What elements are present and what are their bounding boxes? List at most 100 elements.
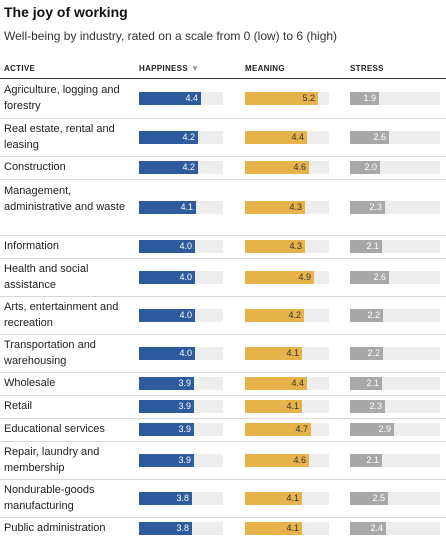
industry-label: Nondurable-goods manufacturing bbox=[4, 484, 95, 512]
table-row: Educational services 3.9 4.7 2.9 bbox=[0, 418, 446, 442]
chart-title: The joy of working bbox=[4, 4, 128, 20]
happiness-bar: 4.0 bbox=[139, 309, 195, 322]
stress-bar-track: 2.0 bbox=[350, 161, 440, 174]
happiness-value-label: 3.9 bbox=[178, 424, 191, 434]
meaning-bar-track: 4.1 bbox=[245, 400, 329, 413]
meaning-bar: 5.2 bbox=[245, 92, 318, 105]
table-row: Arts, entertainment and recreation 4.0 4.2… bbox=[0, 296, 446, 335]
happiness-bar: 4.0 bbox=[139, 271, 195, 284]
stress-bar: 2.3 bbox=[350, 201, 385, 214]
meaning-value-label: 4.1 bbox=[286, 348, 299, 358]
happiness-bar: 3.9 bbox=[139, 400, 194, 413]
happiness-bar-track: 3.8 bbox=[139, 522, 223, 535]
meaning-bar-track: 4.1 bbox=[245, 522, 329, 535]
meaning-bar-track: 4.3 bbox=[245, 201, 329, 214]
stress-bar-track: 2.1 bbox=[350, 377, 440, 390]
happiness-bar-track: 4.2 bbox=[139, 161, 223, 174]
chart-subtitle: Well-being by industry, rated on a scale… bbox=[4, 29, 338, 43]
meaning-column-header[interactable]: MEANING bbox=[245, 64, 285, 73]
industry-label: Health and social assistance bbox=[4, 263, 89, 291]
meaning-value-label: 4.7 bbox=[295, 424, 308, 434]
stress-bar: 2.0 bbox=[350, 161, 380, 174]
stress-bar: 2.6 bbox=[350, 131, 389, 144]
stress-value-label: 2.4 bbox=[370, 523, 383, 533]
meaning-bar-track: 4.4 bbox=[245, 377, 329, 390]
stress-bar-track: 2.2 bbox=[350, 347, 440, 360]
happiness-bar: 4.0 bbox=[139, 347, 195, 360]
meaning-value-label: 4.2 bbox=[288, 310, 301, 320]
table-row: Agriculture, logging and forestry 4.4 5.2 1… bbox=[0, 79, 446, 119]
industry-label: Real estate, rental and leasing bbox=[4, 123, 115, 151]
industry-label: Information bbox=[4, 240, 60, 252]
meaning-value-label: 4.4 bbox=[291, 378, 304, 388]
stress-value-label: 2.3 bbox=[369, 202, 382, 212]
happiness-value-label: 3.9 bbox=[178, 455, 191, 465]
happiness-value-label: 3.9 bbox=[178, 401, 191, 411]
stress-value-label: 2.0 bbox=[364, 162, 377, 172]
stress-bar-track: 2.2 bbox=[350, 309, 440, 322]
stress-bar: 2.2 bbox=[350, 347, 383, 360]
meaning-bar: 4.6 bbox=[245, 161, 309, 174]
happiness-bar-track: 4.0 bbox=[139, 271, 223, 284]
stress-bar: 2.3 bbox=[350, 400, 385, 413]
stress-value-label: 2.3 bbox=[369, 401, 382, 411]
table-row: Health and social assistance 4.0 4.9 2.6 bbox=[0, 258, 446, 297]
happiness-value-label: 4.1 bbox=[180, 202, 193, 212]
stress-bar-track: 2.9 bbox=[350, 423, 440, 436]
stress-bar-track: 2.4 bbox=[350, 522, 440, 535]
stress-bar: 2.9 bbox=[350, 423, 394, 436]
stress-value-label: 1.9 bbox=[363, 93, 376, 103]
stress-value-label: 2.1 bbox=[366, 378, 379, 388]
meaning-bar-track: 4.3 bbox=[245, 240, 329, 253]
industry-label: Educational services bbox=[4, 423, 105, 435]
stress-bar: 2.1 bbox=[350, 240, 382, 253]
happiness-value-label: 4.0 bbox=[179, 348, 192, 358]
stress-bar-track: 2.3 bbox=[350, 400, 440, 413]
meaning-bar: 4.6 bbox=[245, 454, 309, 467]
happiness-bar-track: 4.0 bbox=[139, 309, 223, 322]
happiness-column-header[interactable]: HAPPINESS ▼ bbox=[139, 64, 199, 73]
meaning-value-label: 4.1 bbox=[286, 401, 299, 411]
industry-label: Transportation and warehousing bbox=[4, 339, 96, 367]
table-row: Repair, laundry and membership 3.9 4.6 2.1 bbox=[0, 441, 446, 480]
meaning-value-label: 4.1 bbox=[286, 493, 299, 503]
table-row: Nondurable-goods manufacturing 3.8 4.1 2.5 bbox=[0, 479, 446, 518]
stress-value-label: 2.1 bbox=[366, 455, 379, 465]
stress-bar-track: 2.3 bbox=[350, 201, 440, 214]
stress-bar-track: 2.5 bbox=[350, 492, 440, 505]
sort-descending-icon: ▼ bbox=[190, 64, 200, 73]
table-row: Management, administrative and waste 4.1 4… bbox=[0, 179, 446, 236]
table-row: Information 4.0 4.3 2.1 bbox=[0, 235, 446, 259]
stress-value-label: 2.1 bbox=[366, 241, 379, 251]
happiness-value-label: 4.2 bbox=[182, 132, 195, 142]
meaning-bar: 4.4 bbox=[245, 131, 307, 144]
stress-bar-track: 1.9 bbox=[350, 92, 440, 105]
industry-label: Wholesale bbox=[4, 377, 56, 389]
happiness-value-label: 3.8 bbox=[176, 493, 189, 503]
table-header: ACTIVE HAPPINESS ▼ MEANING STRESS bbox=[0, 58, 446, 79]
industry-label: Retail bbox=[4, 400, 33, 412]
stress-bar-track: 2.6 bbox=[350, 131, 440, 144]
happiness-bar: 3.9 bbox=[139, 423, 194, 436]
meaning-bar-track: 4.6 bbox=[245, 161, 329, 174]
meaning-bar: 4.1 bbox=[245, 492, 302, 505]
meaning-value-label: 4.6 bbox=[293, 162, 306, 172]
industry-label: Repair, laundry and membership bbox=[4, 446, 100, 474]
meaning-bar-track: 4.1 bbox=[245, 347, 329, 360]
meaning-value-label: 4.3 bbox=[289, 241, 302, 251]
happiness-value-label: 3.8 bbox=[176, 523, 189, 533]
meaning-bar-track: 5.2 bbox=[245, 92, 329, 105]
happiness-value-label: 4.0 bbox=[179, 272, 192, 282]
happiness-value-label: 4.0 bbox=[179, 310, 192, 320]
meaning-bar-track: 4.9 bbox=[245, 271, 329, 284]
happiness-bar-track: 3.9 bbox=[139, 454, 223, 467]
happiness-bar-track: 4.0 bbox=[139, 347, 223, 360]
happiness-bar: 3.8 bbox=[139, 492, 192, 505]
stress-column-header[interactable]: STRESS bbox=[350, 64, 384, 73]
meaning-bar: 4.9 bbox=[245, 271, 314, 284]
happiness-bar-track: 4.0 bbox=[139, 240, 223, 253]
meaning-value-label: 5.2 bbox=[302, 93, 315, 103]
industry-label: Public administration bbox=[4, 522, 106, 534]
meaning-bar: 4.4 bbox=[245, 377, 307, 390]
meaning-bar-track: 4.1 bbox=[245, 492, 329, 505]
